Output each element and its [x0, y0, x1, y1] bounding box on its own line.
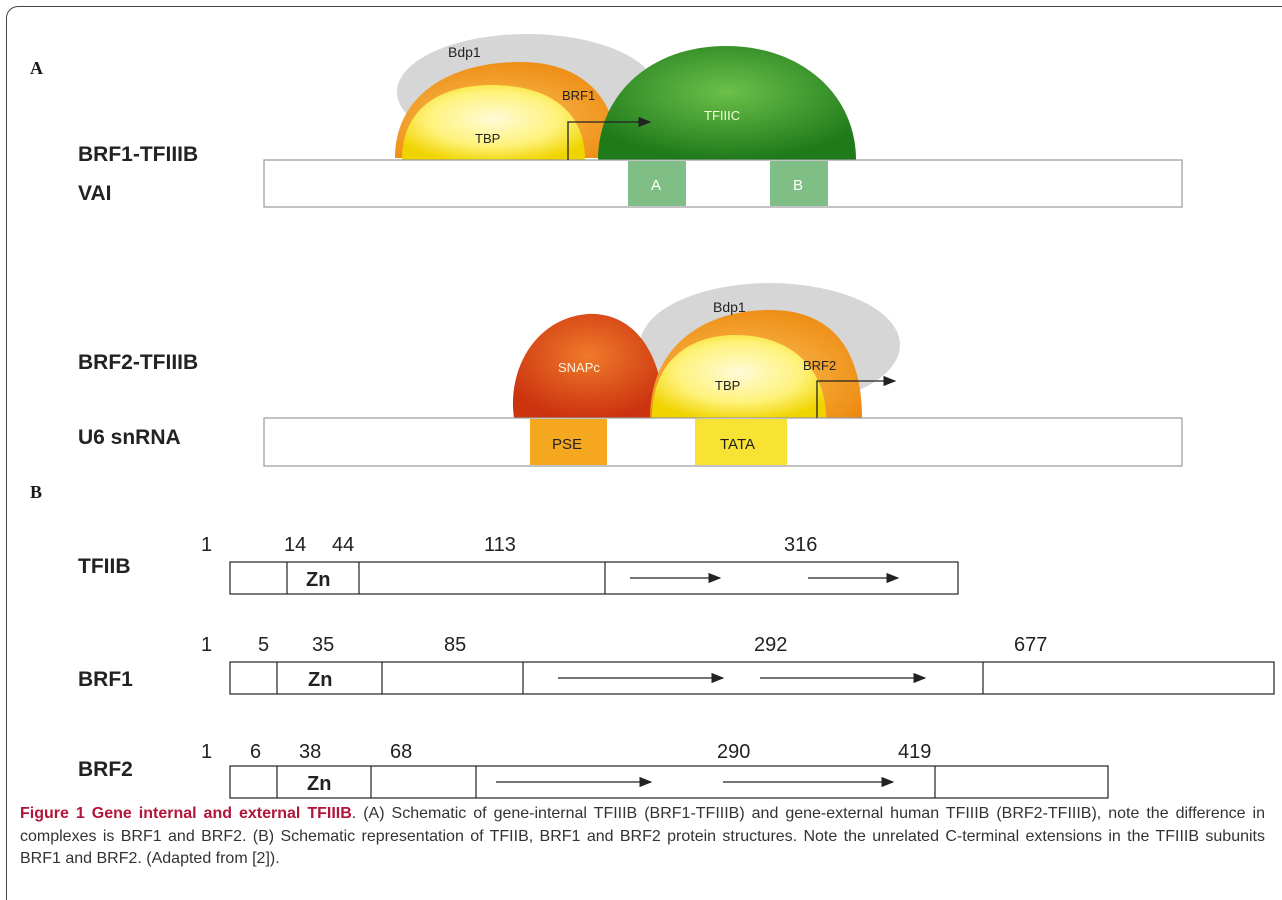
brf1-pos-35: 35	[312, 634, 334, 656]
tfiib-zn: Zn	[306, 569, 330, 591]
tbp-shape-2	[652, 335, 826, 418]
brf1-text: BRF1	[562, 88, 595, 103]
brf1-pos-85: 85	[444, 634, 466, 656]
box-a-text: A	[651, 177, 661, 194]
box-b-text: B	[793, 177, 803, 194]
tfiib-label: TFIIB	[78, 555, 131, 578]
tss-arrow-1	[567, 116, 652, 160]
tbp-text-1: TBP	[475, 131, 500, 146]
brf2-pos-419: 419	[898, 741, 931, 763]
brf2-tfiiib-label: BRF2-TFIIIB	[78, 351, 199, 374]
caption-text: . (A) Schematic of gene-internal TFIIIB …	[20, 805, 1266, 868]
brf1-structure: 1 5 35 85 292 677	[201, 634, 1047, 656]
snapc-shape	[512, 313, 664, 418]
figure-frame	[6, 6, 1282, 900]
brf1-tfiiib-label: BRF1-TFIIIB	[78, 143, 199, 166]
brf2-zn: Zn	[307, 773, 331, 795]
snapc-text: SNAPc	[558, 360, 600, 375]
tbp-text-2: TBP	[715, 378, 740, 393]
vai-label: VAI	[78, 182, 112, 205]
brf1-pos-1: 1	[201, 634, 212, 656]
tfiib-pos-1: 1	[201, 534, 212, 556]
u6-snrna-label: U6 snRNA	[78, 426, 181, 449]
tfiib-pos-44: 44	[332, 534, 354, 556]
panel-b-letter: B	[30, 482, 43, 502]
brf2-pos-290: 290	[717, 741, 750, 763]
tbp-shape-1	[402, 85, 585, 160]
tfiiic-shape	[598, 46, 856, 160]
tfiiic-text: TFIIIC	[704, 108, 740, 123]
diagram-svg: Bdp1 BRF1 TBP TFIIIC A B Bdp1 BRF2 SNAPc…	[201, 34, 1275, 799]
brf2-structure: 1 6 38 68 290 419	[201, 741, 931, 763]
tfiib-pos-14: 14	[284, 534, 306, 556]
figure-caption: Figure 1 Gene internal and external TFII…	[20, 803, 1265, 871]
panel-a-letter: A	[30, 58, 43, 78]
brf1-pos-292: 292	[754, 634, 787, 656]
brf2-text: BRF2	[803, 358, 836, 373]
pse-box	[530, 419, 607, 465]
brf1-pos-5: 5	[258, 634, 269, 656]
bdp1-text-2: Bdp1	[713, 299, 746, 315]
brf2-pos-38: 38	[299, 741, 321, 763]
caption-title: Figure 1 Gene internal and external TFII…	[20, 805, 352, 822]
brf2-pos-6: 6	[250, 741, 261, 763]
brf1-zn: Zn	[308, 669, 332, 691]
tata-box	[695, 419, 787, 465]
brf1-label: BRF1	[78, 668, 133, 691]
box-b	[770, 161, 828, 206]
box-a	[628, 161, 686, 206]
brf2-complex: Bdp1 BRF2 SNAPc TBP	[512, 283, 900, 418]
tfiib-structure: 1 14 44 113 316	[201, 534, 817, 556]
brf1-pos-677: 677	[1014, 634, 1047, 656]
brf1-bar	[229, 661, 1275, 695]
tfiib-pos-316: 316	[784, 534, 817, 556]
brf2-pos-1: 1	[201, 741, 212, 763]
vai-gene-bar	[263, 159, 1183, 208]
brf2-bar	[229, 765, 1109, 799]
brf2-pos-68: 68	[390, 741, 412, 763]
tfiib-pos-113: 113	[484, 534, 516, 556]
brf2-label: BRF2	[78, 758, 133, 781]
tata-text: TATA	[720, 436, 755, 453]
tss-arrow-2	[816, 375, 897, 418]
bdp1-text-1: Bdp1	[448, 44, 481, 60]
pse-text: PSE	[552, 436, 582, 453]
brf1-complex: Bdp1 BRF1 TBP TFIIIC	[395, 34, 856, 160]
